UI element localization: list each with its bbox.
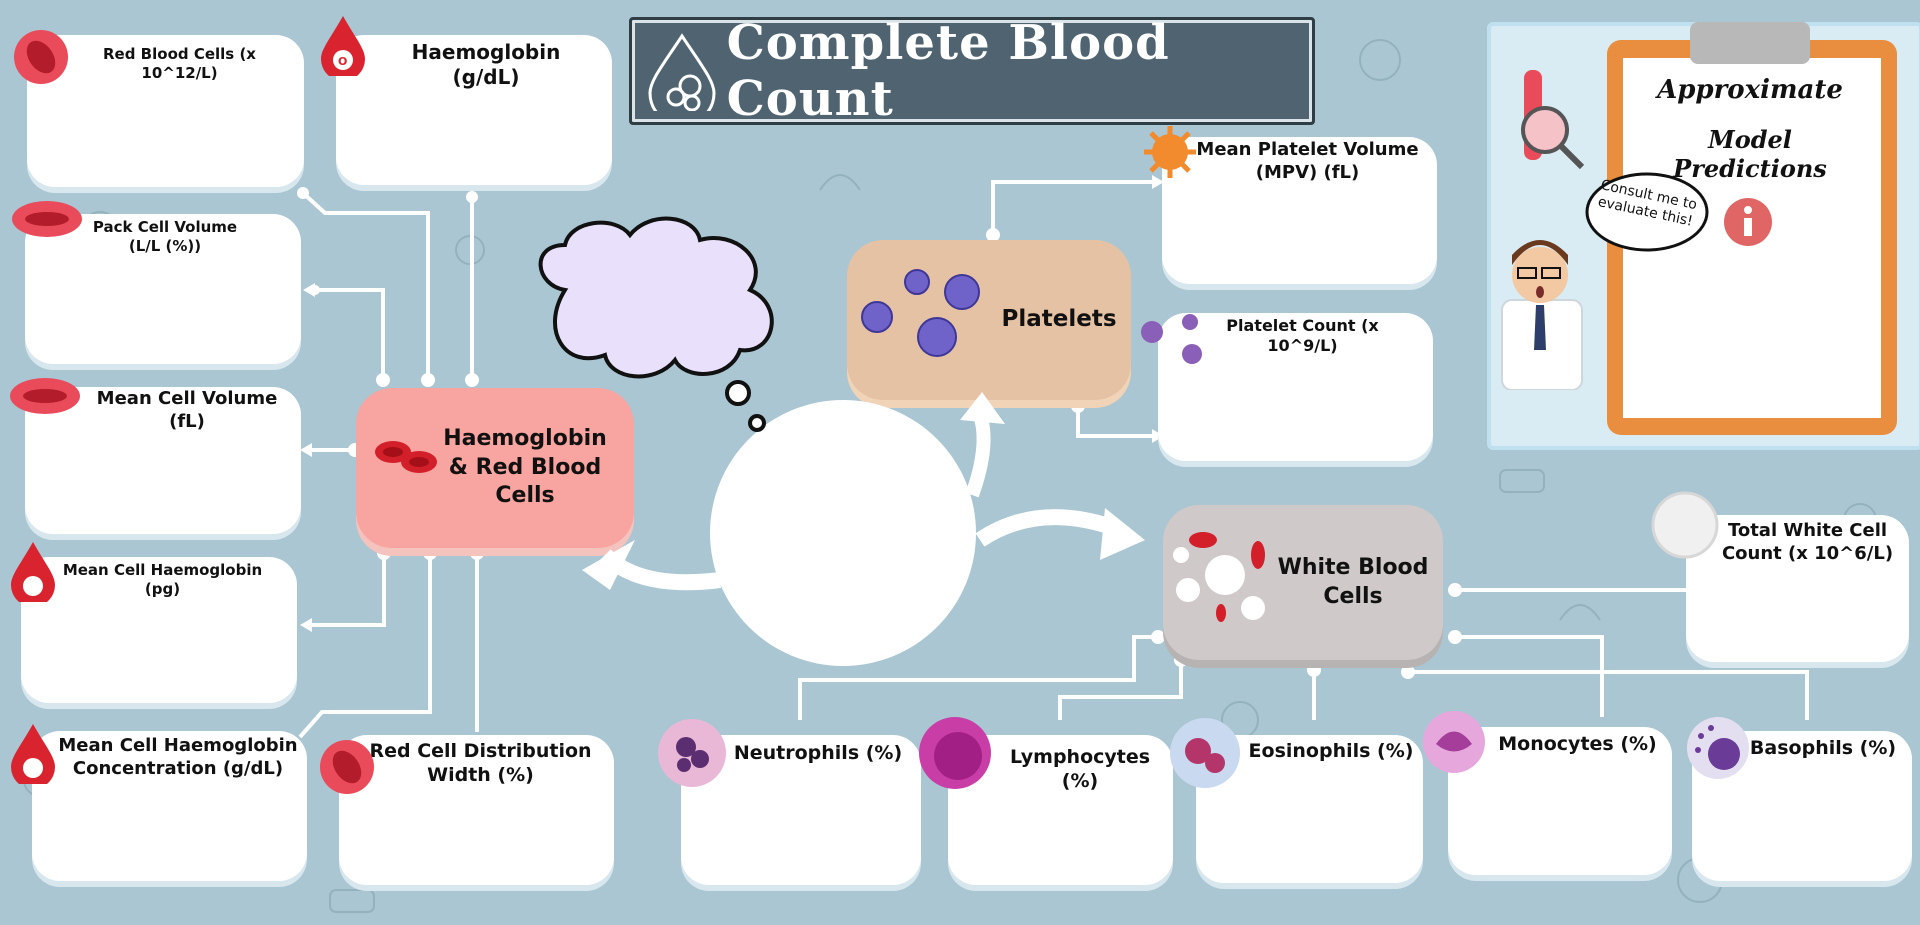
lymphocyte-icon — [919, 717, 991, 789]
card-label-mchc: Mean Cell Haemoglobin Concentration (g/d… — [58, 735, 298, 779]
red-blood-cell-icon — [320, 740, 374, 794]
card-red-blood-cells[interactable] — [27, 35, 304, 187]
card-label-lymphocytes: Lymphocytes (%) — [1009, 746, 1151, 792]
clipboard-title-line1: Approximate — [1657, 75, 1843, 105]
card-label-total-white-cell-count: Total White Cell Count (x 10^6/L) — [1721, 520, 1894, 564]
oxygen-drop-icon: O — [321, 16, 365, 76]
card-label-mean-platelet-volume: Mean Platelet Volume (MPV) (fL) — [1196, 139, 1419, 183]
doctor-avatar — [1501, 240, 1583, 390]
white-cell-icon — [1651, 491, 1719, 559]
card-mean-platelet-volume[interactable] — [1162, 137, 1437, 284]
card-label-basophils: Basophils (%) — [1749, 737, 1897, 759]
thought-cloud-icon — [538, 216, 774, 432]
card-label-rdw: Red Cell Distribution Width (%) — [369, 740, 592, 786]
activated-platelets-icon — [1141, 314, 1202, 364]
card-mchc[interactable] — [32, 731, 307, 881]
card-label-mean-cell-volume: Mean Cell Volume (fL) — [96, 388, 278, 432]
page-title: Complete Blood Count — [726, 15, 1170, 127]
eosinophil-icon — [1170, 718, 1240, 788]
oxygen-drop-icon — [11, 724, 55, 784]
title-banner: Complete Blood Count — [629, 15, 1315, 127]
blood-drop-cells-icon — [648, 33, 716, 111]
card-total-white-cell-count[interactable] — [1686, 515, 1909, 662]
hub-label-rbc: Haemoglobin & Red Blood Cells — [443, 426, 607, 509]
white-blood-cells-icon — [1173, 532, 1265, 622]
card-monocytes[interactable] — [1448, 727, 1672, 875]
red-blood-cell-icon — [10, 378, 80, 414]
platelets-icon — [861, 269, 980, 357]
card-platelet-count[interactable] — [1158, 313, 1433, 461]
hub-haemoglobin-red-blood-cells[interactable]: Haemoglobin & Red Blood Cells — [356, 388, 634, 548]
svg-text:O: O — [338, 55, 347, 68]
flow-arrows — [582, 392, 1145, 591]
card-mean-cell-haemoglobin[interactable] — [21, 557, 297, 703]
basophil-icon — [1687, 717, 1749, 779]
red-blood-cell-icon — [12, 201, 82, 237]
card-label-neutrophils: Neutrophils (%) — [733, 742, 903, 764]
card-label-pack-cell-volume: Pack Cell Volume (L/L (%)) — [92, 218, 238, 255]
clipboard-clip-icon — [1690, 22, 1810, 64]
red-blood-cell-icon — [14, 30, 68, 84]
hub-label-wbc: White Blood Cells — [1277, 554, 1429, 609]
monocyte-icon — [1423, 711, 1485, 773]
hub-platelets[interactable]: Platelets — [847, 240, 1131, 400]
card-label-red-blood-cells: Red Blood Cells (x 10^12/L) — [103, 45, 256, 82]
clipboard-title-line2: Model Predictions — [1673, 125, 1827, 183]
platelet-icon — [1144, 126, 1196, 178]
card-label-monocytes: Monocytes (%) — [1498, 733, 1657, 755]
card-label-mean-cell-haemoglobin: Mean Cell Haemoglobin (pg) — [62, 561, 263, 598]
card-label-haemoglobin: Haemoglobin (g/dL) — [411, 40, 561, 89]
red-blood-cells-icon — [375, 441, 437, 473]
hub-label-platelets: Platelets — [1001, 306, 1117, 333]
oxygen-drop-icon — [11, 542, 55, 602]
hub-white-blood-cells[interactable]: White Blood Cells — [1163, 505, 1443, 660]
card-label-platelet-count: Platelet Count (x 10^9/L) — [1226, 316, 1379, 355]
speech-bubble — [1585, 172, 1709, 252]
center-circle — [710, 400, 976, 666]
neutrophil-icon — [658, 719, 726, 787]
card-label-eosinophils: Eosinophils (%) — [1248, 740, 1414, 762]
card-haemoglobin[interactable] — [336, 35, 612, 185]
card-rdw[interactable] — [339, 735, 614, 885]
card-mean-cell-volume[interactable] — [25, 387, 301, 534]
test-tube-magnifier-icon — [1521, 70, 1585, 170]
card-pack-cell-volume[interactable] — [25, 214, 301, 364]
info-icon[interactable] — [1722, 196, 1774, 248]
